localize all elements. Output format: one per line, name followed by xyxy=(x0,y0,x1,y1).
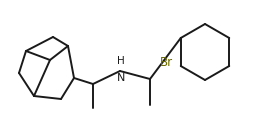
Text: N: N xyxy=(117,73,125,83)
Text: H: H xyxy=(117,56,125,66)
Text: Br: Br xyxy=(160,56,173,70)
